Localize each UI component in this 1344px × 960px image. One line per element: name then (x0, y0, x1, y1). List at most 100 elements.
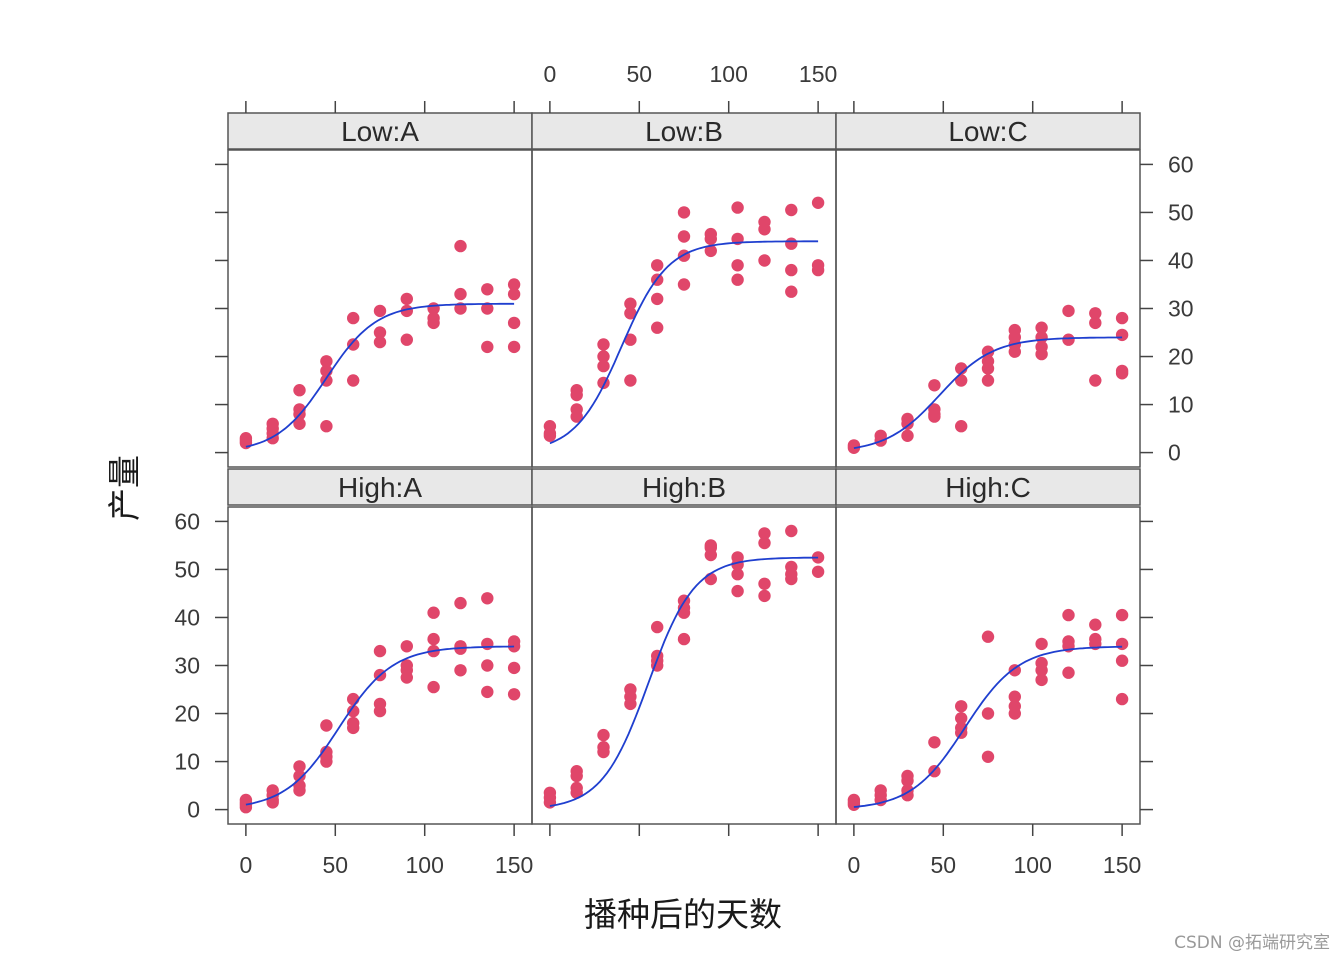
data-point (570, 410, 583, 423)
y-tick-label: 0 (1168, 440, 1181, 466)
data-point (1035, 637, 1048, 651)
data-point (785, 285, 798, 298)
data-point (811, 196, 825, 209)
data-point (1035, 673, 1048, 687)
data-point (597, 350, 610, 363)
data-point (785, 572, 798, 586)
x-tick-label: 0 (543, 61, 556, 87)
data-point (955, 712, 968, 725)
data-point (731, 201, 744, 214)
fit-curve (549, 240, 819, 445)
data-point (400, 671, 413, 684)
data-point (373, 326, 387, 339)
data-point (1115, 692, 1129, 706)
data-point (731, 273, 744, 286)
data-point (1115, 637, 1129, 651)
data-point (677, 632, 691, 646)
data-point (543, 429, 557, 442)
data-point (266, 796, 279, 809)
data-point (507, 316, 521, 330)
data-point (624, 333, 637, 346)
strip-background (227, 468, 533, 506)
data-point (347, 704, 360, 718)
fit-curve (245, 645, 515, 806)
data-point (293, 769, 306, 783)
strip-label: Low:A (341, 116, 419, 147)
data-point (731, 568, 744, 581)
data-point (928, 379, 941, 392)
data-point (293, 417, 306, 430)
data-point (1035, 664, 1048, 677)
data-point (785, 237, 798, 250)
data-point (704, 572, 717, 586)
data-point (293, 760, 306, 773)
data-point (758, 254, 771, 267)
strip-label: Low:C (948, 116, 1027, 147)
data-point (293, 384, 306, 397)
data-point (677, 230, 691, 243)
data-point (677, 206, 691, 219)
data-point (811, 263, 825, 277)
data-point (758, 527, 771, 540)
y-tick-label: 10 (174, 749, 200, 775)
data-point (704, 232, 717, 246)
y-tick-label: 50 (1168, 199, 1194, 225)
data-point (481, 302, 494, 315)
y-tick-label: 60 (174, 508, 200, 534)
data-point (785, 203, 798, 217)
data-point (758, 223, 771, 236)
data-point (901, 417, 914, 430)
data-point (507, 340, 521, 354)
data-point (928, 736, 941, 749)
data-point (543, 796, 557, 809)
data-point (507, 688, 521, 701)
data-point (427, 632, 440, 646)
fit-curve (245, 302, 515, 448)
data-point (597, 728, 610, 742)
y-tick-label: 10 (1168, 392, 1194, 418)
data-point (1062, 333, 1075, 346)
data-point (347, 338, 360, 351)
watermark-text: CSDN @拓端研究室 (1174, 933, 1330, 953)
data-point (1008, 690, 1021, 703)
data-point (293, 784, 306, 797)
y-tick-label: 30 (174, 653, 200, 679)
data-point (454, 664, 467, 677)
data-point (1089, 316, 1102, 330)
strip-label: High:B (642, 472, 726, 503)
panel-high-c: High:C (835, 468, 1141, 825)
data-point (570, 388, 583, 402)
panel-low-b: Low:B (531, 112, 837, 468)
data-point (928, 410, 941, 423)
data-point (1115, 654, 1129, 667)
x-tick-label: 150 (1103, 852, 1141, 878)
data-point (373, 644, 387, 658)
y-axis-title: 产量 (105, 455, 144, 521)
x-tick-label: 100 (710, 61, 748, 87)
data-point (981, 374, 995, 387)
data-point (981, 707, 995, 720)
y-tick-label: 40 (1168, 247, 1194, 273)
x-tick-label: 100 (1014, 852, 1052, 878)
data-point (320, 420, 333, 433)
data-point (624, 697, 637, 711)
data-point (785, 263, 798, 277)
strip-label: High:A (338, 472, 422, 503)
data-point (1089, 374, 1102, 387)
data-point (651, 292, 664, 306)
x-axis-title: 播种后的天数 (584, 895, 782, 934)
data-point (320, 755, 333, 768)
data-point (427, 680, 440, 694)
data-point (731, 259, 744, 272)
data-point (1115, 328, 1129, 342)
data-point (400, 333, 413, 346)
panels: Low:A Low:B Low:C High:A High:B High:C (227, 112, 1141, 825)
x-tick-label: 50 (626, 61, 652, 87)
fit-curve (549, 556, 819, 807)
data-point (507, 287, 521, 301)
data-point (758, 589, 771, 603)
y-tick-label: 40 (174, 604, 200, 630)
x-tick-label: 100 (406, 852, 444, 878)
data-point (955, 700, 968, 713)
data-point (481, 340, 494, 354)
